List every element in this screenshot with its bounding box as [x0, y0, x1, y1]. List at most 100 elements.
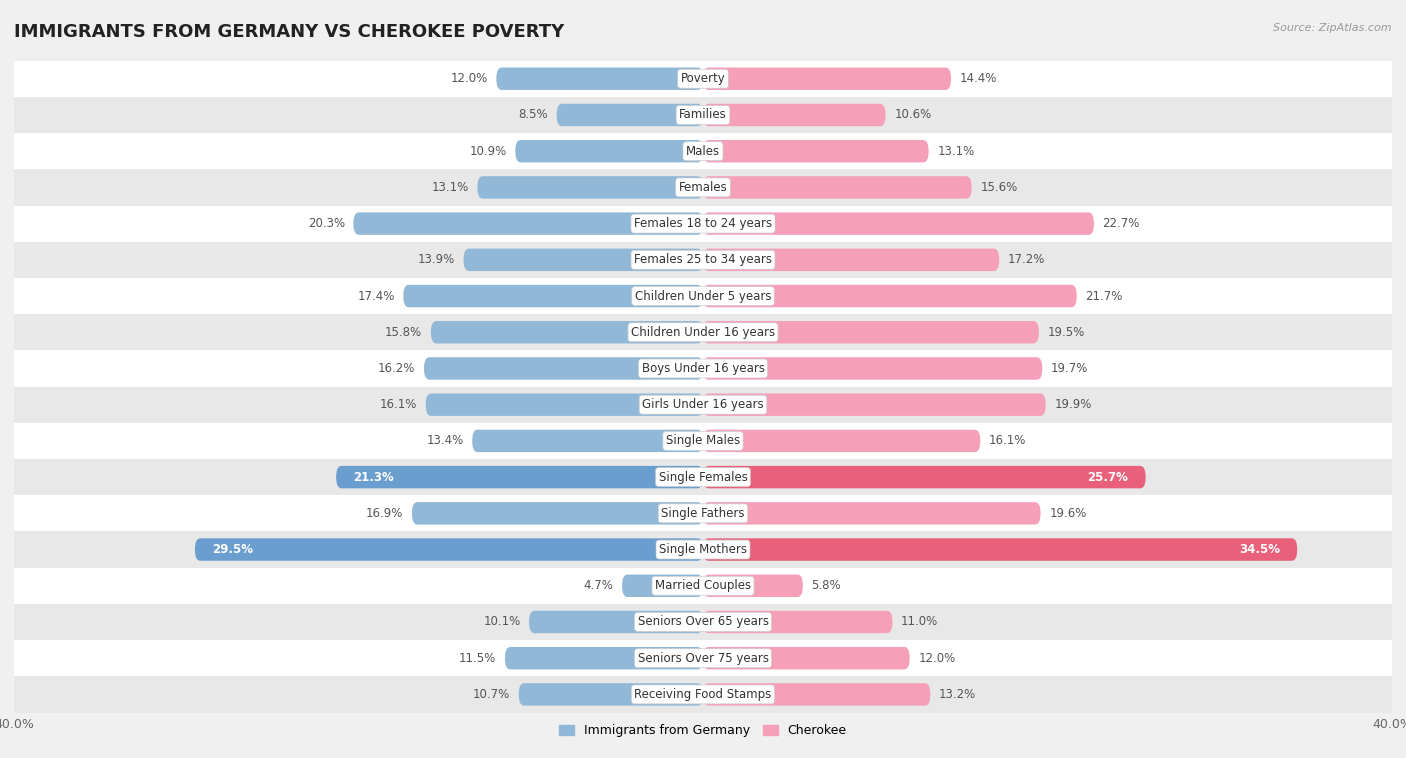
Text: 17.2%: 17.2%: [1008, 253, 1045, 266]
FancyBboxPatch shape: [703, 466, 1146, 488]
FancyBboxPatch shape: [336, 466, 703, 488]
Text: Boys Under 16 years: Boys Under 16 years: [641, 362, 765, 375]
FancyBboxPatch shape: [703, 430, 980, 452]
FancyBboxPatch shape: [478, 176, 703, 199]
FancyBboxPatch shape: [14, 314, 1392, 350]
FancyBboxPatch shape: [515, 140, 703, 162]
Text: 13.9%: 13.9%: [418, 253, 456, 266]
Text: 12.0%: 12.0%: [918, 652, 956, 665]
Text: 13.1%: 13.1%: [432, 181, 468, 194]
FancyBboxPatch shape: [703, 538, 1298, 561]
FancyBboxPatch shape: [426, 393, 703, 416]
FancyBboxPatch shape: [505, 647, 703, 669]
Text: Source: ZipAtlas.com: Source: ZipAtlas.com: [1274, 23, 1392, 33]
FancyBboxPatch shape: [703, 212, 1094, 235]
Text: Females 18 to 24 years: Females 18 to 24 years: [634, 217, 772, 230]
Text: Females 25 to 34 years: Females 25 to 34 years: [634, 253, 772, 266]
Text: 34.5%: 34.5%: [1239, 543, 1279, 556]
FancyBboxPatch shape: [14, 242, 1392, 278]
Text: 16.1%: 16.1%: [988, 434, 1026, 447]
Text: Males: Males: [686, 145, 720, 158]
Text: Poverty: Poverty: [681, 72, 725, 85]
FancyBboxPatch shape: [703, 575, 803, 597]
Text: Families: Families: [679, 108, 727, 121]
FancyBboxPatch shape: [412, 502, 703, 525]
Text: Seniors Over 65 years: Seniors Over 65 years: [637, 615, 769, 628]
Text: 15.6%: 15.6%: [980, 181, 1018, 194]
Text: 16.1%: 16.1%: [380, 398, 418, 411]
Text: Females: Females: [679, 181, 727, 194]
Text: 25.7%: 25.7%: [1088, 471, 1129, 484]
FancyBboxPatch shape: [703, 357, 1042, 380]
FancyBboxPatch shape: [195, 538, 703, 561]
FancyBboxPatch shape: [529, 611, 703, 633]
FancyBboxPatch shape: [703, 647, 910, 669]
FancyBboxPatch shape: [14, 350, 1392, 387]
FancyBboxPatch shape: [14, 495, 1392, 531]
Text: 21.7%: 21.7%: [1085, 290, 1123, 302]
FancyBboxPatch shape: [703, 611, 893, 633]
Text: 15.8%: 15.8%: [385, 326, 422, 339]
FancyBboxPatch shape: [472, 430, 703, 452]
FancyBboxPatch shape: [14, 676, 1392, 713]
FancyBboxPatch shape: [703, 249, 1000, 271]
FancyBboxPatch shape: [14, 169, 1392, 205]
Text: 21.3%: 21.3%: [353, 471, 394, 484]
Text: 12.0%: 12.0%: [450, 72, 488, 85]
FancyBboxPatch shape: [14, 568, 1392, 604]
Text: 11.0%: 11.0%: [901, 615, 938, 628]
Text: Seniors Over 75 years: Seniors Over 75 years: [637, 652, 769, 665]
FancyBboxPatch shape: [703, 502, 1040, 525]
Text: Receiving Food Stamps: Receiving Food Stamps: [634, 688, 772, 701]
Legend: Immigrants from Germany, Cherokee: Immigrants from Germany, Cherokee: [554, 719, 852, 742]
FancyBboxPatch shape: [14, 97, 1392, 133]
Text: 8.5%: 8.5%: [519, 108, 548, 121]
Text: 5.8%: 5.8%: [811, 579, 841, 592]
Text: 10.6%: 10.6%: [894, 108, 931, 121]
FancyBboxPatch shape: [14, 278, 1392, 314]
FancyBboxPatch shape: [519, 683, 703, 706]
FancyBboxPatch shape: [703, 321, 1039, 343]
Text: 11.5%: 11.5%: [460, 652, 496, 665]
FancyBboxPatch shape: [430, 321, 703, 343]
Text: 16.2%: 16.2%: [378, 362, 415, 375]
Text: Children Under 16 years: Children Under 16 years: [631, 326, 775, 339]
Text: Single Females: Single Females: [658, 471, 748, 484]
Text: 19.6%: 19.6%: [1049, 507, 1087, 520]
Text: 20.3%: 20.3%: [308, 217, 344, 230]
FancyBboxPatch shape: [14, 531, 1392, 568]
Text: 10.1%: 10.1%: [484, 615, 520, 628]
Text: 13.2%: 13.2%: [939, 688, 976, 701]
FancyBboxPatch shape: [703, 67, 950, 90]
Text: 19.7%: 19.7%: [1050, 362, 1088, 375]
Text: 29.5%: 29.5%: [212, 543, 253, 556]
FancyBboxPatch shape: [703, 140, 928, 162]
FancyBboxPatch shape: [353, 212, 703, 235]
FancyBboxPatch shape: [14, 205, 1392, 242]
FancyBboxPatch shape: [425, 357, 703, 380]
Text: 19.9%: 19.9%: [1054, 398, 1091, 411]
FancyBboxPatch shape: [703, 683, 931, 706]
FancyBboxPatch shape: [14, 387, 1392, 423]
FancyBboxPatch shape: [496, 67, 703, 90]
Text: 19.5%: 19.5%: [1047, 326, 1084, 339]
Text: 17.4%: 17.4%: [357, 290, 395, 302]
Text: 22.7%: 22.7%: [1102, 217, 1140, 230]
Text: Single Fathers: Single Fathers: [661, 507, 745, 520]
Text: 16.9%: 16.9%: [366, 507, 404, 520]
FancyBboxPatch shape: [14, 604, 1392, 640]
Text: Single Males: Single Males: [666, 434, 740, 447]
Text: Married Couples: Married Couples: [655, 579, 751, 592]
Text: 4.7%: 4.7%: [583, 579, 613, 592]
FancyBboxPatch shape: [14, 61, 1392, 97]
FancyBboxPatch shape: [404, 285, 703, 307]
Text: 14.4%: 14.4%: [960, 72, 997, 85]
Text: IMMIGRANTS FROM GERMANY VS CHEROKEE POVERTY: IMMIGRANTS FROM GERMANY VS CHEROKEE POVE…: [14, 23, 564, 41]
FancyBboxPatch shape: [14, 423, 1392, 459]
FancyBboxPatch shape: [464, 249, 703, 271]
FancyBboxPatch shape: [557, 104, 703, 126]
FancyBboxPatch shape: [14, 133, 1392, 169]
Text: 13.4%: 13.4%: [426, 434, 464, 447]
Text: 13.1%: 13.1%: [938, 145, 974, 158]
Text: 10.7%: 10.7%: [472, 688, 510, 701]
